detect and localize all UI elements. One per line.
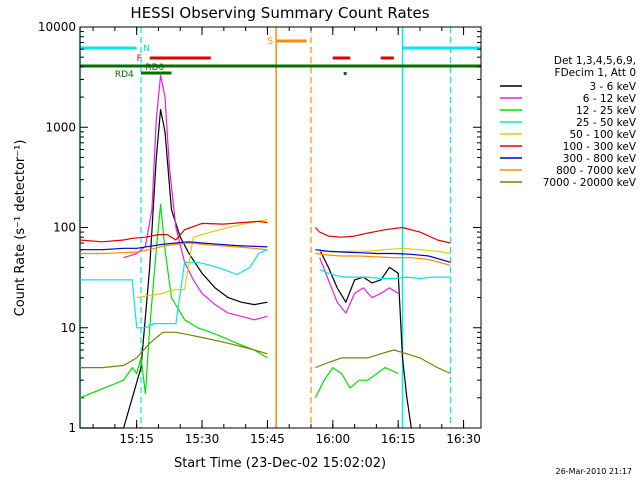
axes: 1 10 100 1000 10000 15:15 15:30 15:45 16:00 16:15… <box>38 20 482 446</box>
y-tick-label: 10 <box>61 321 76 335</box>
f-label: F <box>137 54 142 64</box>
legend: Det 1,3,4,5,6,9,FDecim 1, Att 0 3 - 6 keV… <box>500 55 637 189</box>
legend-entry-label: 300 - 800 keV <box>563 153 637 165</box>
rd4-label: RD4 <box>115 70 134 80</box>
x-tick-label: 16:15 <box>381 432 416 446</box>
s-label: S <box>267 37 273 47</box>
n-label: N <box>143 44 150 54</box>
x-tick-label: 15:30 <box>185 432 220 446</box>
series-line-8 <box>80 331 451 375</box>
y-axis-label: Count Rate (s⁻¹ detector⁻¹) <box>13 140 28 317</box>
x-tick-label: 16:00 <box>316 432 351 446</box>
y-tick-label: 10000 <box>38 20 76 34</box>
legend-entry-label: 7000 - 20000 keV <box>543 177 637 189</box>
series-line-3 <box>80 249 451 329</box>
x-tick-label: 16:30 <box>446 432 481 446</box>
y-tick-label: 1 <box>68 421 76 435</box>
y-tick-label: 100 <box>53 221 76 235</box>
legend-entry-label: 6 - 12 keV <box>583 93 637 105</box>
series-line-1 <box>123 74 399 321</box>
legend-entry-label: 50 - 100 keV <box>569 129 636 141</box>
legend-entry-label: 12 - 25 keV <box>576 105 637 117</box>
x-tick-label: 15:15 <box>119 432 154 446</box>
legend-entry-label: 800 - 7000 keV <box>556 165 637 177</box>
y-tick-label: 1000 <box>45 120 76 134</box>
series-line-6 <box>80 241 451 263</box>
legend-header: Det 1,3,4,5,6,9, <box>554 55 636 67</box>
legend-header: FDecim 1, Att 0 <box>555 67 636 79</box>
series-line-7 <box>80 242 451 266</box>
legend-entry-label: 100 - 300 keV <box>563 141 637 153</box>
series-line-2 <box>79 203 399 399</box>
x-axis-label: Start Time (23-Dec-02 15:02:02) <box>174 456 386 471</box>
plot-frame <box>79 26 482 429</box>
legend-entry-label: 25 - 50 keV <box>576 117 637 129</box>
chart-title: HESSI Observing Summary Count Rates <box>130 4 429 22</box>
series-line-5 <box>79 220 451 244</box>
series-line-0 <box>80 109 412 429</box>
legend-entry-label: 3 - 6 keV <box>589 81 636 93</box>
rd4-dot <box>343 72 347 75</box>
status-bars: NF S RD0 RD4 <box>79 27 481 428</box>
series-group <box>79 74 451 429</box>
x-tick-label: 15:45 <box>250 432 285 446</box>
rd0-label: RD0 <box>145 63 164 73</box>
timestamp-label: 26-Mar-2010 21:17 <box>556 467 633 476</box>
